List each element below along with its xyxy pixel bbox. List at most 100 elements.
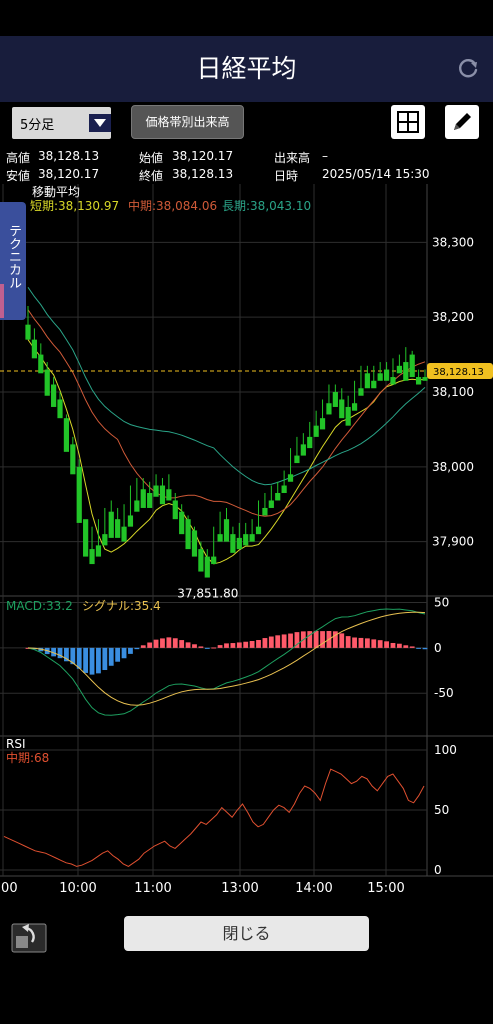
macd-histogram-bar — [90, 648, 95, 675]
macd-histogram-bar — [352, 637, 357, 647]
mid-ma-line — [28, 310, 425, 517]
macd-histogram-bar — [282, 634, 287, 647]
grid — [0, 184, 493, 876]
candle-body — [77, 467, 82, 523]
layout-grid-icon[interactable] — [391, 105, 425, 139]
time-tick-label: 9:00 — [0, 881, 18, 892]
macd-histogram-bar — [391, 643, 396, 648]
macd-histogram-bar — [423, 648, 428, 649]
interval-label: 5分足 — [20, 114, 54, 133]
rsi-tick-label: 50 — [434, 803, 449, 817]
candle-body — [288, 474, 293, 481]
candle-body — [326, 403, 331, 414]
stock-chart[interactable]: 移動平均 短期:38,130.97 中期:38,084.06 長期:38,043… — [0, 184, 493, 892]
long-ma-legend: 長期:38,043.10 — [222, 199, 311, 213]
technical-tab[interactable]: テクニカル — [0, 202, 26, 320]
macd-histogram-bar — [83, 648, 88, 673]
candle-body — [378, 373, 383, 380]
interval-select[interactable]: 5分足 — [12, 107, 111, 139]
macd-histogram-bar — [397, 644, 402, 648]
candle-body — [294, 456, 299, 463]
macd-tick-label: 0 — [434, 641, 442, 655]
volume-profile-button[interactable]: 価格帯別出来高 — [131, 105, 244, 139]
macd-histogram-bar — [128, 648, 133, 654]
volume-label: 出来高 — [274, 149, 310, 166]
macd-histogram-bar — [314, 631, 319, 648]
macd-histogram-bar — [250, 641, 255, 648]
time-tick-label: 13:00 — [221, 881, 258, 892]
candle-body — [410, 355, 415, 377]
candle-body — [38, 355, 43, 374]
candle-body — [166, 489, 171, 500]
macd-histogram-bar — [403, 645, 408, 648]
candle-body — [320, 418, 325, 429]
macd-histogram-bar — [224, 643, 229, 647]
rsi-tick-label: 100 — [434, 743, 457, 757]
candle-body — [403, 362, 408, 381]
rsi-tick-label: 0 — [434, 863, 442, 877]
candle-body — [57, 399, 62, 418]
candle-body — [211, 557, 216, 564]
time-tick-label: 10:00 — [59, 881, 96, 892]
macd-histogram-bar — [109, 648, 114, 666]
candle-body — [205, 557, 210, 578]
macd-histogram-bar — [346, 636, 351, 648]
close-label: 終値 — [139, 167, 163, 184]
candle-body — [262, 508, 267, 515]
candle-body — [352, 403, 357, 410]
toolbar: 5分足 価格帯別出来高 — [0, 102, 493, 146]
candle-body — [51, 385, 56, 407]
candle-body — [365, 373, 370, 388]
macd-histogram-bar — [231, 643, 236, 648]
macd-legend: MACD:33.2 — [6, 599, 73, 613]
high-label: 高値 — [6, 149, 30, 166]
rotate-back-icon[interactable] — [10, 918, 48, 954]
candle-body — [192, 530, 197, 556]
candle-body — [45, 370, 50, 396]
candle-body — [147, 493, 152, 508]
close-button[interactable]: 閉じる — [124, 916, 369, 951]
macd-histogram-bar — [102, 648, 107, 670]
candle-body — [307, 437, 312, 448]
time-tick-label: 11:00 — [134, 881, 171, 892]
price-tick-label: 38,000 — [432, 460, 474, 474]
bottom-bar: 閉じる — [0, 892, 493, 1024]
macd-histogram-bar — [205, 648, 210, 649]
candle-body — [141, 489, 146, 508]
volume-value: – — [322, 149, 328, 163]
candle-body — [243, 534, 248, 545]
candle-body — [390, 377, 395, 384]
low-annotation: 37,851.80 — [177, 587, 238, 601]
datetime-label: 日時 — [274, 167, 298, 184]
macd-histogram-bar — [263, 638, 268, 648]
candle-body — [160, 486, 165, 505]
candle-body — [416, 377, 421, 384]
high-value: 38,128.13 — [38, 149, 99, 163]
datetime-value: 2025/05/14 15:30 — [322, 167, 430, 181]
rsi-line — [4, 769, 424, 866]
macd-histogram-bar — [365, 638, 370, 647]
macd-tick-label: 50 — [434, 596, 449, 610]
candle-body — [314, 426, 319, 437]
candle-body — [358, 388, 363, 395]
rsi-line — [4, 769, 424, 866]
chart-area[interactable]: 移動平均 短期:38,130.97 中期:38,084.06 長期:38,043… — [0, 184, 493, 892]
candle-body — [422, 377, 427, 381]
status-bar — [0, 0, 493, 36]
time-tick-label: 14:00 — [295, 881, 332, 892]
macd-histogram-bar — [359, 638, 364, 648]
macd-histogram-bar — [275, 635, 280, 648]
candle-body — [121, 527, 126, 542]
candle-body — [275, 493, 280, 500]
candle-body — [282, 486, 287, 493]
signal-legend: シグナル:35.4 — [82, 599, 161, 613]
macd-histogram-bar — [96, 648, 101, 673]
low-value: 38,120.17 — [38, 167, 99, 181]
tab-accent — [0, 284, 4, 318]
candle-body — [224, 519, 229, 541]
refresh-icon[interactable] — [456, 56, 480, 80]
pencil-icon[interactable] — [445, 105, 479, 139]
mid-ma-legend: 中期:38,084.06 — [128, 198, 217, 213]
candle-body — [384, 370, 389, 381]
price-tick-label: 38,200 — [432, 310, 474, 324]
